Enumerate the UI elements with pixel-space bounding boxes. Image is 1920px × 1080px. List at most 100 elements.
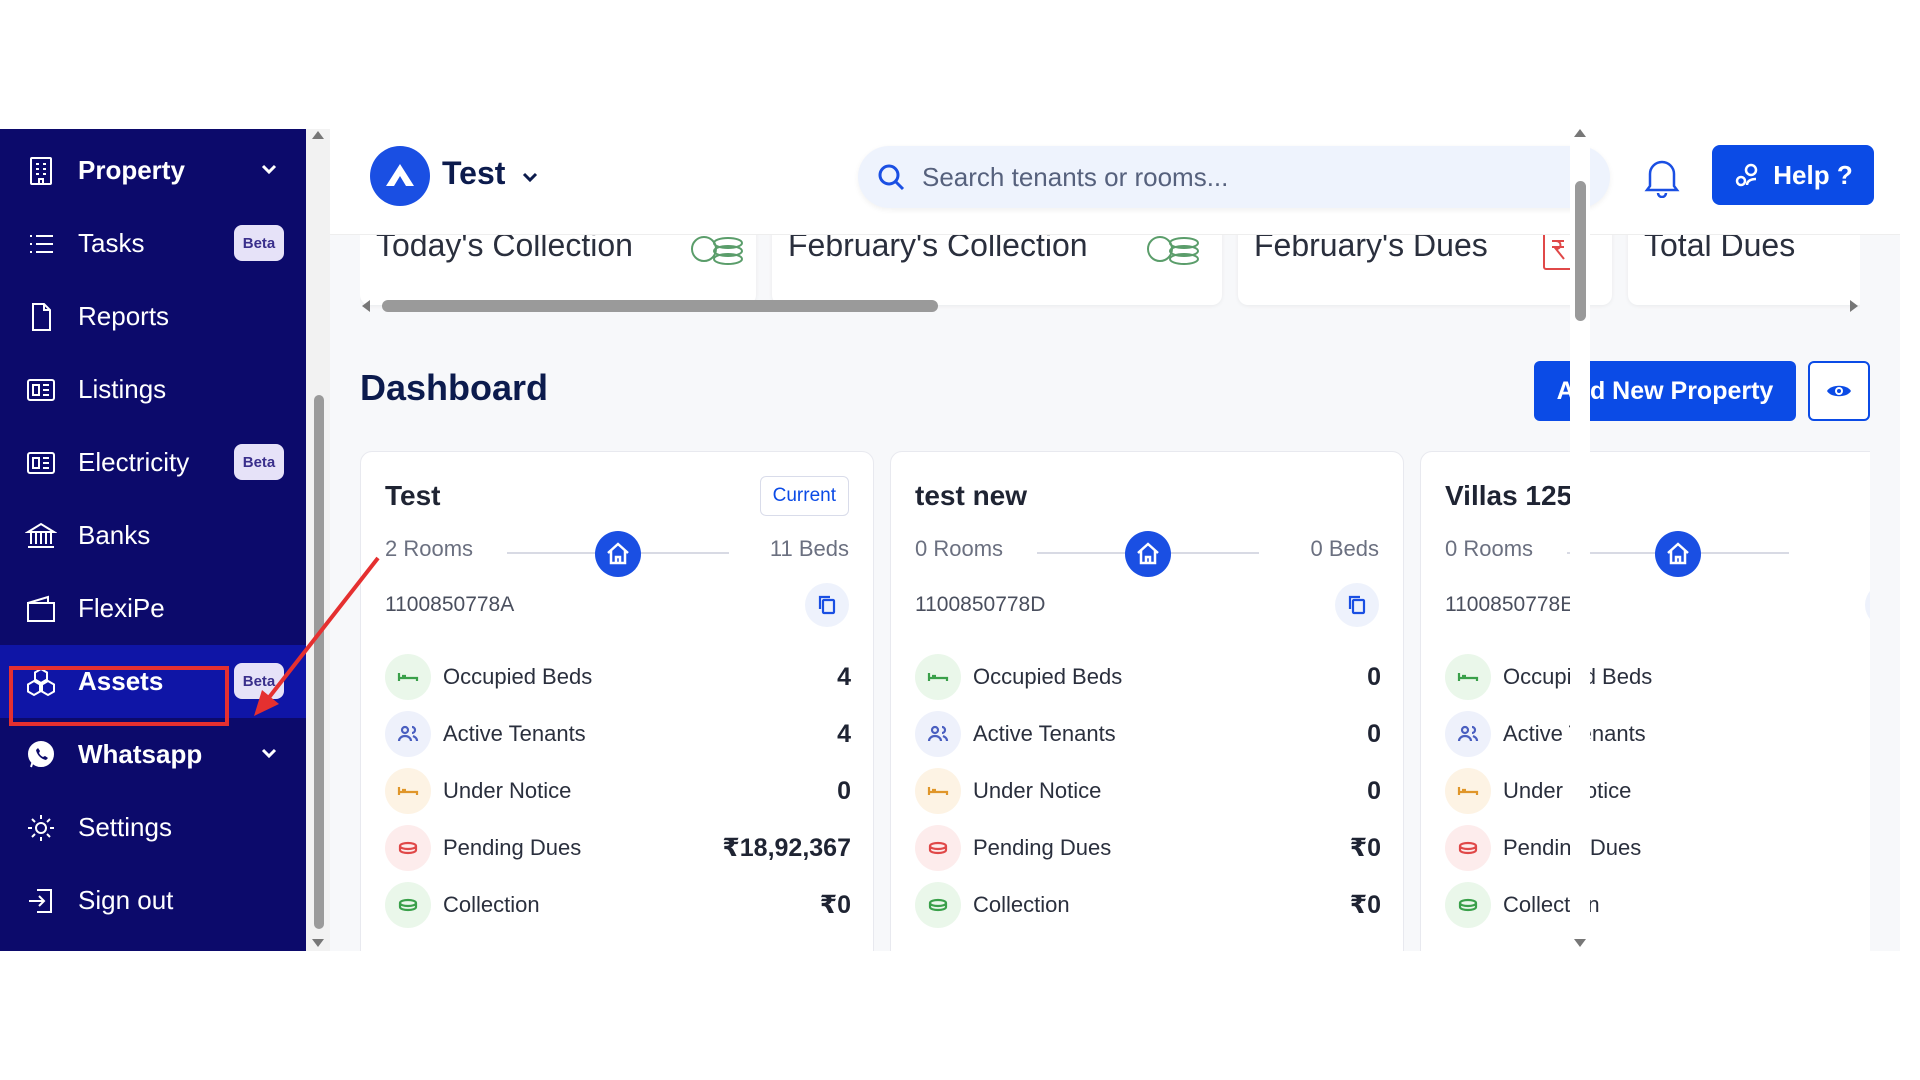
- stat-label: Active Tenants: [973, 721, 1116, 746]
- main-scrollbar[interactable]: [1570, 129, 1590, 951]
- users-icon: [385, 711, 431, 757]
- visibility-toggle-button[interactable]: [1808, 361, 1870, 421]
- property-name: Test: [385, 480, 441, 511]
- collection-coin-icon: [1445, 882, 1491, 928]
- collection-coin-icon: [385, 882, 431, 928]
- stat-value: 0: [1367, 719, 1381, 748]
- stat-row: Collection: [1445, 882, 1870, 928]
- scroll-up-arrow[interactable]: [312, 131, 324, 139]
- stat-row: Active Tenants 0: [915, 711, 1381, 757]
- stat-value: ₹0: [819, 891, 851, 919]
- sidebar-scrollbar[interactable]: [306, 129, 330, 951]
- sidebar-item-signout[interactable]: Sign out: [0, 864, 306, 937]
- rooms-count: 0 Rooms: [1445, 536, 1534, 561]
- summary-card-title: Total Dues: [1644, 235, 1796, 263]
- stat-label: Occupied Beds: [973, 664, 1123, 689]
- help-button[interactable]: Help ?: [1712, 145, 1874, 205]
- stat-value: ₹0: [1349, 834, 1381, 862]
- stat-row: Occupied Beds 0: [915, 654, 1381, 700]
- home-icon[interactable]: [1655, 531, 1701, 577]
- top-bar: Test Help ?: [330, 129, 1900, 235]
- scroll-down-arrow[interactable]: [312, 939, 324, 947]
- scroll-down-arrow[interactable]: [1574, 939, 1586, 947]
- sidebar-item-listings[interactable]: Listings: [0, 353, 306, 426]
- sidebar-item-tasks[interactable]: Tasks Beta: [0, 207, 306, 280]
- horizontal-scrollbar[interactable]: [360, 295, 1860, 315]
- summary-card[interactable]: February's Collection: [772, 235, 1222, 305]
- current-badge[interactable]: Current: [759, 476, 849, 516]
- summary-card-title: February's Dues: [1254, 235, 1488, 263]
- summary-card[interactable]: February's Dues: [1238, 235, 1612, 305]
- highlight-box: [9, 666, 229, 726]
- search-input[interactable]: [922, 161, 1582, 193]
- sidebar-item-reports[interactable]: Reports: [0, 280, 306, 353]
- app-window: Property Tasks Beta Reports Listings Ele…: [0, 129, 1920, 951]
- beta-badge: Beta: [234, 444, 284, 480]
- summary-card-title: Today's Collection: [376, 235, 633, 263]
- sidebar-item-electricity[interactable]: Electricity Beta: [0, 426, 306, 499]
- property-name: test new: [915, 480, 1028, 511]
- listings-icon: [24, 373, 58, 407]
- users-icon: [1445, 711, 1491, 757]
- stat-row: Under Notice: [1445, 768, 1870, 814]
- eye-icon: [1827, 385, 1851, 397]
- home-icon[interactable]: [595, 531, 641, 577]
- stat-value: ₹18,92,367: [722, 834, 851, 862]
- beds-count: 0 Beds: [1310, 536, 1380, 561]
- sidebar-item-banks[interactable]: Banks: [0, 499, 306, 572]
- property-card[interactable]: test new 0 Rooms 0 Beds 1100850778D Occupied…: [890, 451, 1404, 951]
- stat-row: Pending Dues ₹18,92,367: [385, 825, 851, 871]
- sidebar-item-label: Whatsapp: [78, 739, 203, 769]
- property-id: 1100850778E: [1445, 593, 1575, 616]
- stat-label: Under Notice: [443, 778, 572, 803]
- app-logo[interactable]: [370, 146, 430, 206]
- sidebar-item-flexipe[interactable]: FlexiPe: [0, 572, 306, 645]
- scrollbar-thumb[interactable]: [382, 300, 938, 312]
- notice-bed-icon: [385, 768, 431, 814]
- property-name: Villas 125: [1445, 480, 1573, 511]
- property-cards: Test Current 2 Rooms 11 Beds 1100850778A Occu…: [360, 451, 1870, 951]
- sidebar-item-whatsapp[interactable]: Whatsapp: [0, 718, 306, 791]
- stat-value: ₹0: [1349, 891, 1381, 919]
- collection-coin-icon: [915, 882, 961, 928]
- bed-icon: [1445, 654, 1491, 700]
- scrollbar-thumb[interactable]: [1575, 181, 1586, 321]
- property-card[interactable]: Test Current 2 Rooms 11 Beds 1100850778A Occu…: [360, 451, 874, 951]
- home-icon[interactable]: [1125, 531, 1171, 577]
- copy-icon[interactable]: [805, 583, 849, 627]
- stat-row: Occupied Beds 4: [385, 654, 851, 700]
- stat-row: Pending Dues: [1445, 825, 1870, 871]
- search-bar[interactable]: [858, 146, 1610, 208]
- sidebar-item-label: Tasks: [78, 228, 145, 258]
- sidebar-item-property[interactable]: Property: [0, 134, 306, 207]
- summary-card[interactable]: Today's Collection: [360, 235, 756, 305]
- bell-icon[interactable]: [1642, 154, 1682, 199]
- users-icon: [915, 711, 961, 757]
- copy-icon[interactable]: [1865, 583, 1870, 627]
- scrollbar-thumb[interactable]: [314, 395, 324, 929]
- stat-value: 0: [837, 776, 851, 805]
- stat-label: Pending Dues: [973, 835, 1112, 860]
- scroll-left-arrow[interactable]: [362, 300, 370, 312]
- stat-label: Pending Dues: [443, 835, 582, 860]
- notice-bed-icon: [1445, 768, 1491, 814]
- help-label: Help ?: [1773, 159, 1853, 190]
- property-selector-label[interactable]: Test: [442, 155, 506, 191]
- scroll-up-arrow[interactable]: [1574, 129, 1586, 137]
- summary-card[interactable]: Total Dues: [1628, 235, 1860, 305]
- sidebar-item-label: Electricity: [78, 447, 190, 477]
- dues-coin-icon: [1445, 825, 1491, 871]
- chevron-down-icon[interactable]: [258, 158, 280, 180]
- stat-label: Under Notice: [1503, 778, 1632, 803]
- sidebar-item-settings[interactable]: Settings: [0, 791, 306, 864]
- chevron-down-icon[interactable]: [258, 742, 280, 764]
- copy-icon[interactable]: [1335, 583, 1379, 627]
- stat-label: Under Notice: [973, 778, 1102, 803]
- dues-coin-icon: [915, 825, 961, 871]
- scroll-right-arrow[interactable]: [1850, 300, 1858, 312]
- gear-icon: [24, 811, 58, 845]
- chevron-down-icon[interactable]: [520, 167, 540, 187]
- document-icon: [24, 300, 58, 334]
- stat-row: Collection ₹0: [385, 882, 851, 928]
